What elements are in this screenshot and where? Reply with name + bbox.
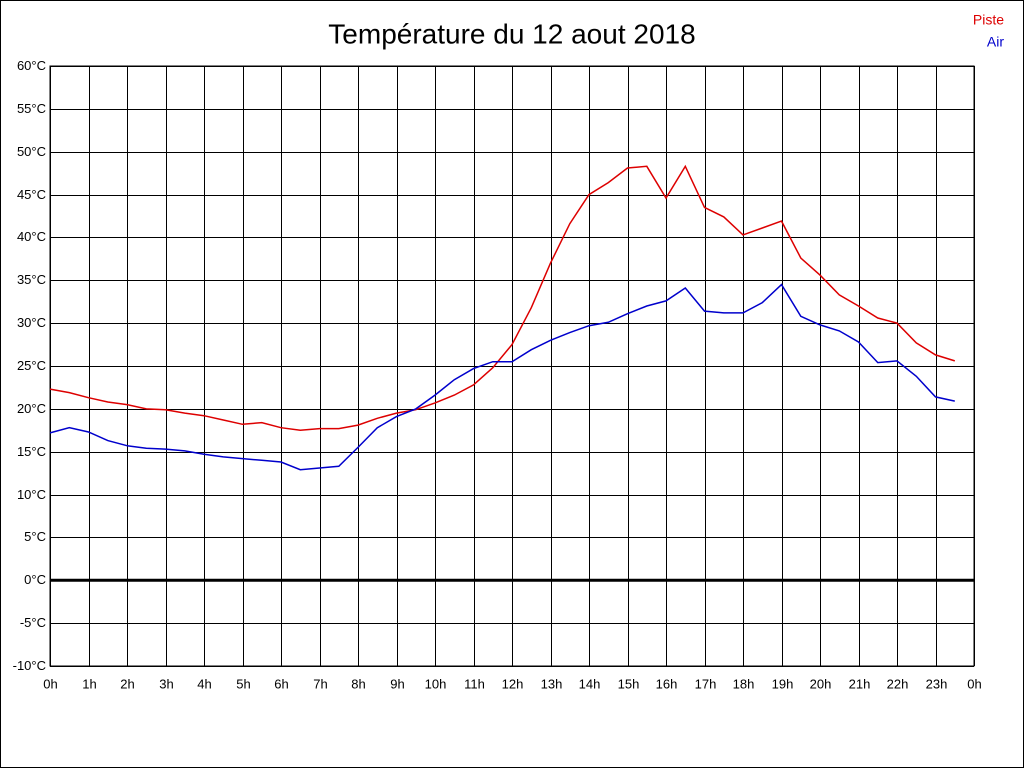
x-tick-label: 4h xyxy=(197,676,211,691)
y-tick-label: 50°C xyxy=(17,144,46,159)
x-tick-label: 16h xyxy=(656,676,678,691)
x-tick-label: 21h xyxy=(849,676,871,691)
x-tick-label: 3h xyxy=(159,676,173,691)
y-tick-label: 35°C xyxy=(17,272,46,287)
x-tick-label: 9h xyxy=(390,676,404,691)
y-tick-label: -10°C xyxy=(13,658,46,673)
chart-title: Température du 12 aout 2018 xyxy=(328,18,695,49)
x-tick-label: 0h xyxy=(43,676,57,691)
x-tick-label: 23h xyxy=(926,676,948,691)
y-tick-label: 0°C xyxy=(24,572,46,587)
y-tick-label: 45°C xyxy=(17,187,46,202)
x-tick-label: 10h xyxy=(425,676,447,691)
x-tick-label: 8h xyxy=(351,676,365,691)
x-tick-label: 6h xyxy=(274,676,288,691)
x-tick-label: 20h xyxy=(810,676,832,691)
y-tick-label: 10°C xyxy=(17,487,46,502)
x-tick-label: 7h xyxy=(313,676,327,691)
x-tick-label: 1h xyxy=(82,676,96,691)
x-tick-label: 22h xyxy=(887,676,909,691)
x-tick-label: 18h xyxy=(733,676,755,691)
x-tick-label: 2h xyxy=(120,676,134,691)
y-tick-label: 5°C xyxy=(24,529,46,544)
y-tick-label: 25°C xyxy=(17,358,46,373)
y-tick-label: -5°C xyxy=(20,615,46,630)
line-series xyxy=(49,164,956,432)
legend-label: Air xyxy=(987,34,1004,50)
x-tick-label: 14h xyxy=(579,676,601,691)
x-tick-label: 15h xyxy=(618,676,640,691)
x-tick-label: 11h xyxy=(464,676,485,691)
x-tick-label: 17h xyxy=(695,676,717,691)
x-tick-label: 19h xyxy=(772,676,794,691)
legend-label: Piste xyxy=(973,12,1004,28)
y-tick-label: 30°C xyxy=(17,315,46,330)
y-tick-label: 20°C xyxy=(17,401,46,416)
x-tick-label: 12h xyxy=(502,676,524,691)
y-tick-label: 55°C xyxy=(17,101,46,116)
y-tick-label: 15°C xyxy=(17,444,46,459)
line-series xyxy=(49,283,955,471)
y-tick-label: 60°C xyxy=(17,58,46,73)
x-tick-label: 13h xyxy=(541,676,563,691)
y-tick-label: 40°C xyxy=(17,229,46,244)
x-tick-label: 0h xyxy=(967,676,981,691)
x-tick-label: 5h xyxy=(236,676,250,691)
